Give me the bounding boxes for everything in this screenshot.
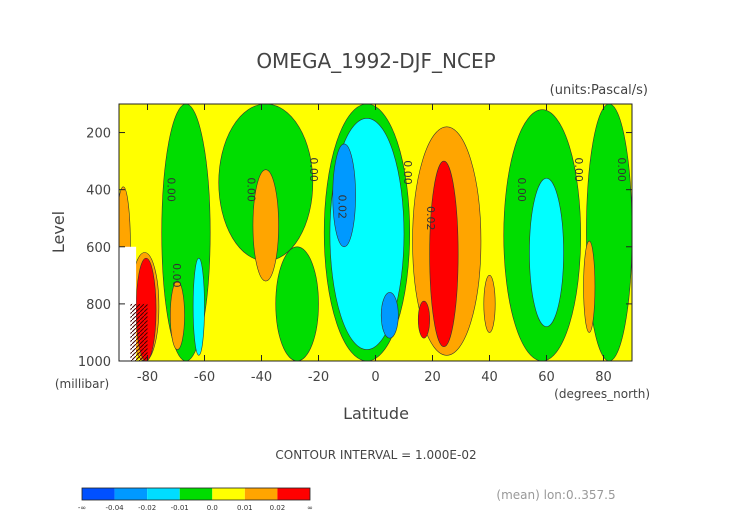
x-tick-label: 80	[595, 370, 612, 385]
y-tick-label: 1000	[78, 355, 111, 370]
colorbar-label: ∞	[307, 504, 313, 512]
x-tick-label: -20	[308, 370, 329, 385]
x-tick-label: 0	[371, 370, 379, 385]
x-tick-label: -80	[137, 370, 158, 385]
contour-label: 0.00	[515, 177, 528, 202]
colorbar-label: -0.04	[106, 504, 125, 512]
contour-label: 0.00	[572, 157, 585, 182]
y-unit-label: (millibar)	[55, 377, 109, 391]
colorbar-swatch	[114, 488, 148, 500]
contour-label: 0.00	[244, 177, 257, 202]
contour-label: 0.00	[170, 263, 183, 288]
contour-region	[192, 257, 205, 356]
contour-label: 0.00	[164, 177, 177, 202]
contour-region	[332, 143, 356, 248]
x-tick-label: 20	[424, 370, 441, 385]
x-tick-label: 40	[481, 370, 498, 385]
contour-interval-text: CONTOUR INTERVAL = 1.000E-02	[275, 448, 476, 462]
hatched-region	[130, 303, 148, 361]
contour-label: 0.02	[335, 195, 348, 220]
contour-region	[483, 275, 496, 333]
contour-label: 0.00	[401, 160, 414, 185]
contour-label: 0.00	[615, 157, 628, 182]
contour-label: 0.02	[424, 206, 437, 231]
y-tick-label: 200	[86, 127, 111, 142]
colorbar-swatch	[244, 488, 278, 500]
chart-title: OMEGA_1992-DJF_NCEP	[256, 49, 495, 73]
x-unit-label: (degrees_north)	[554, 387, 650, 401]
x-axis-label: Latitude	[343, 404, 409, 423]
colorbar-swatch	[277, 488, 310, 500]
plot-area: 0.00 0.00 0.00 0.02 0.00 0.02 0.00 0.00 0.00 0.00…	[78, 103, 633, 385]
colorbar-label: -∞	[78, 504, 86, 512]
colorbar-label: 0.0	[207, 504, 218, 512]
units-label: (units:Pascal/s)	[550, 83, 648, 98]
y-axis-label: Level	[49, 211, 68, 253]
x-tick-label: -40	[251, 370, 272, 385]
colorbar-swatch	[82, 488, 115, 500]
contour-region	[417, 300, 430, 339]
colorbar-frame	[81, 487, 311, 501]
contour-region	[275, 246, 319, 361]
colorbar-label: 0.02	[270, 504, 286, 512]
colorbar-label: -0.01	[171, 504, 189, 512]
contour-region	[583, 240, 596, 333]
y-tick-label: 800	[86, 298, 111, 313]
colorbar-swatch	[147, 488, 180, 500]
contour-region	[429, 160, 459, 348]
colorbar-swatch	[179, 488, 213, 500]
contour-region	[529, 177, 564, 328]
x-tick-label: -60	[194, 370, 215, 385]
contour-region	[252, 169, 279, 282]
colorbar: -∞ -0.04 -0.02 -0.01 0.0 0.01 0.02 ∞	[78, 487, 313, 512]
y-tick-label: 600	[86, 241, 111, 256]
contour-region	[170, 280, 185, 350]
y-tick-label: 400	[86, 184, 111, 199]
colorbar-label: 0.01	[237, 504, 253, 512]
contour-region	[586, 104, 632, 361]
colorbar-label: -0.02	[138, 504, 156, 512]
mean-text: (mean) lon:0..357.5	[496, 488, 615, 502]
x-tick-label: 60	[538, 370, 555, 385]
contour-label: 0.00	[307, 157, 320, 182]
contour-region	[380, 292, 399, 339]
colorbar-swatch	[212, 488, 245, 500]
